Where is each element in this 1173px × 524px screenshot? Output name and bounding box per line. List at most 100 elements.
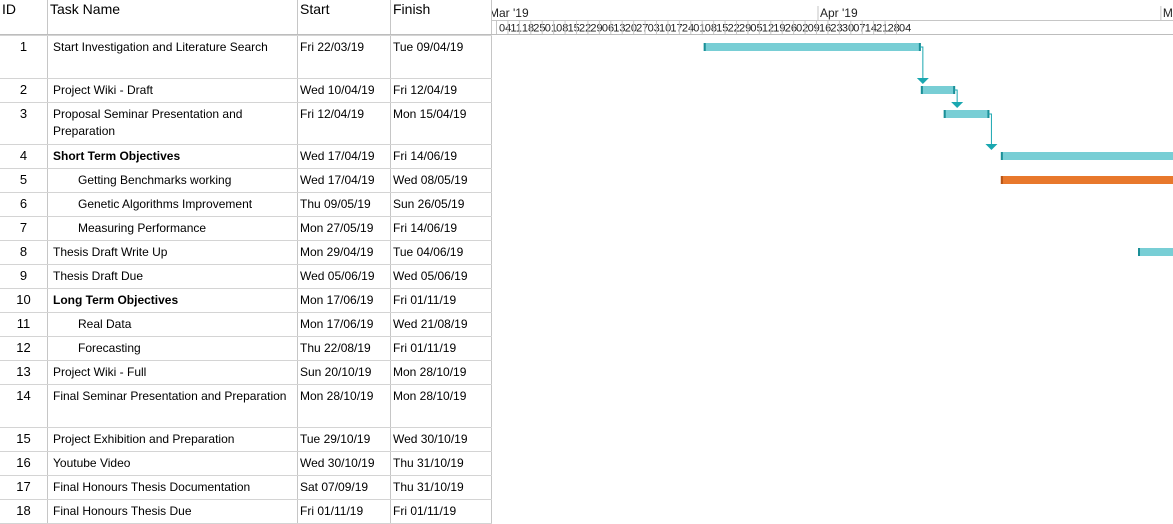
task-bar-start-cap bbox=[1000, 152, 1003, 160]
week-tick-label: 01 bbox=[693, 23, 705, 35]
column-divider bbox=[390, 0, 391, 523]
task-name-cell[interactable]: Project Wiki - Full bbox=[53, 365, 147, 379]
finish-column-header[interactable]: Finish bbox=[393, 1, 431, 17]
week-tick-label: 23 bbox=[830, 23, 842, 35]
task-id-cell[interactable]: 1 bbox=[19, 39, 28, 54]
week-tick-label: 10 bbox=[659, 23, 671, 35]
task-name-cell[interactable]: Getting Benchmarks working bbox=[78, 173, 232, 187]
task-start-cell[interactable]: Mon 17/06/19 bbox=[300, 293, 374, 307]
task-name-cell[interactable]: Thesis Draft Write Up bbox=[53, 245, 168, 259]
task-finish-cell[interactable]: Thu 31/10/19 bbox=[393, 456, 464, 470]
task-finish-cell[interactable]: Tue 04/06/19 bbox=[393, 245, 464, 259]
task-name-cell[interactable]: Final Honours Thesis Documentation bbox=[53, 480, 251, 494]
task-finish-cell[interactable]: Sun 26/05/19 bbox=[393, 197, 465, 211]
task-id-cell[interactable]: 11 bbox=[16, 316, 31, 331]
row-divider bbox=[0, 312, 492, 313]
task-id-cell[interactable]: 6 bbox=[19, 196, 28, 211]
task-finish-cell[interactable]: Wed 05/06/19 bbox=[393, 269, 468, 283]
task-finish-cell[interactable]: Wed 30/10/19 bbox=[393, 432, 468, 446]
task-name-cell[interactable]: Final Seminar Presentation and Preparati… bbox=[53, 389, 287, 403]
row-divider bbox=[0, 499, 492, 500]
task-name-cell[interactable]: Thesis Draft Due bbox=[53, 269, 144, 283]
week-tick-label: 14 bbox=[865, 23, 877, 35]
task-start-cell[interactable]: Sat 07/09/19 bbox=[300, 480, 369, 494]
task-name-cell[interactable]: Real Data bbox=[78, 317, 132, 331]
task-id-cell[interactable]: 14 bbox=[16, 388, 31, 403]
task-start-cell[interactable]: Wed 10/04/19 bbox=[300, 83, 375, 97]
task-name-cell[interactable]: Long Term Objectives bbox=[53, 293, 179, 307]
week-tick-label: 25 bbox=[533, 23, 545, 35]
task-id-cell[interactable]: 7 bbox=[19, 220, 28, 235]
task-name-cell[interactable]: Start Investigation and Literature Searc… bbox=[53, 40, 268, 54]
task-id-cell[interactable]: 13 bbox=[16, 364, 31, 379]
task-finish-cell[interactable]: Mon 15/04/19 bbox=[393, 107, 467, 121]
task-finish-cell[interactable]: Thu 31/10/19 bbox=[393, 480, 464, 494]
task-start-cell[interactable]: Mon 17/06/19 bbox=[300, 317, 374, 331]
dependency-arrowhead bbox=[985, 144, 998, 150]
task-name-cell[interactable]: Forecasting bbox=[78, 341, 141, 355]
task-start-cell[interactable]: Wed 17/04/19 bbox=[300, 173, 375, 187]
row-divider bbox=[0, 144, 492, 145]
task-start-cell[interactable]: Wed 30/10/19 bbox=[300, 456, 375, 470]
week-tick-label: 30 bbox=[842, 23, 854, 35]
month-label: May '19 bbox=[1163, 6, 1173, 20]
task-id-cell[interactable]: 8 bbox=[19, 244, 28, 259]
task-start-cell[interactable]: Mon 27/05/19 bbox=[300, 221, 374, 235]
task-name-cell[interactable]: Project Exhibition and Preparation bbox=[53, 432, 235, 446]
task-name-cell[interactable]: Final Honours Thesis Due bbox=[53, 504, 192, 518]
task-start-cell[interactable]: Fri 12/04/19 bbox=[300, 107, 365, 121]
id-column-header[interactable]: ID bbox=[2, 1, 16, 17]
task-name-cell[interactable]: Project Wiki - Draft bbox=[53, 83, 154, 97]
task-finish-cell[interactable]: Fri 01/11/19 bbox=[393, 293, 457, 307]
task-name-cell[interactable]: Youtube Video bbox=[53, 456, 131, 470]
task-start-cell[interactable]: Mon 29/04/19 bbox=[300, 245, 374, 259]
task-name-cell[interactable]: Genetic Algorithms Improvement bbox=[78, 197, 253, 211]
task-finish-cell[interactable]: Mon 28/10/19 bbox=[393, 365, 467, 379]
task-id-cell[interactable]: 3 bbox=[19, 106, 28, 121]
task-start-cell[interactable]: Tue 29/10/19 bbox=[300, 432, 371, 446]
task-finish-cell[interactable]: Fri 01/11/19 bbox=[393, 504, 457, 518]
task-id-cell[interactable]: 12 bbox=[16, 340, 31, 355]
task-id-cell[interactable]: 17 bbox=[16, 479, 31, 494]
task-id-cell[interactable]: 16 bbox=[16, 455, 31, 470]
task-id-cell[interactable]: 18 bbox=[16, 503, 31, 518]
task-name-cell[interactable]: Proposal Seminar Presentation and Prepar… bbox=[53, 107, 243, 138]
task-id-cell[interactable]: 5 bbox=[19, 172, 28, 187]
task-finish-cell[interactable]: Fri 14/06/19 bbox=[393, 221, 458, 235]
task-name-cell[interactable]: Measuring Performance bbox=[78, 221, 207, 235]
week-tick-label: 05 bbox=[750, 23, 762, 35]
week-tick-label: 02 bbox=[796, 23, 808, 35]
task-start-cell[interactable]: Mon 28/10/19 bbox=[300, 389, 374, 403]
task-id-cell[interactable]: 2 bbox=[19, 82, 28, 97]
task-name-column-header[interactable]: Task Name bbox=[50, 1, 121, 17]
task-start-cell[interactable]: Sun 20/10/19 bbox=[300, 365, 372, 379]
week-tick-label: 13 bbox=[613, 23, 625, 35]
task-finish-cell[interactable]: Fri 01/11/19 bbox=[393, 341, 457, 355]
task-start-cell[interactable]: Fri 22/03/19 bbox=[300, 40, 365, 54]
task-finish-cell[interactable]: Fri 14/06/19 bbox=[393, 149, 458, 163]
start-column-header[interactable]: Start bbox=[300, 1, 330, 17]
task-finish-cell[interactable]: Tue 09/04/19 bbox=[393, 40, 464, 54]
task-id-cell[interactable]: 9 bbox=[19, 268, 28, 283]
task-start-cell[interactable]: Wed 05/06/19 bbox=[300, 269, 375, 283]
row-divider bbox=[0, 192, 492, 193]
task-id-cell[interactable]: 10 bbox=[16, 292, 31, 307]
task-finish-cell[interactable]: Wed 21/08/19 bbox=[393, 317, 468, 331]
task-finish-cell[interactable]: Fri 12/04/19 bbox=[393, 83, 458, 97]
task-start-cell[interactable]: Fri 01/11/19 bbox=[300, 504, 364, 518]
week-tick-label: 03 bbox=[648, 23, 660, 35]
week-tick-label: 21 bbox=[876, 23, 888, 35]
task-id-cell[interactable]: 4 bbox=[19, 148, 28, 163]
row-divider bbox=[0, 264, 492, 265]
task-bar-start-cap bbox=[1000, 176, 1003, 184]
task-bar-start-cap bbox=[920, 86, 923, 94]
task-name-cell[interactable]: Short Term Objectives bbox=[53, 149, 181, 163]
task-finish-cell[interactable]: Mon 28/10/19 bbox=[393, 389, 467, 403]
task-finish-cell[interactable]: Wed 08/05/19 bbox=[393, 173, 468, 187]
task-id-cell[interactable]: 15 bbox=[16, 431, 31, 446]
task-start-cell[interactable]: Wed 17/04/19 bbox=[300, 149, 375, 163]
task-start-cell[interactable]: Thu 22/08/19 bbox=[300, 341, 371, 355]
task-start-cell[interactable]: Thu 09/05/19 bbox=[300, 197, 371, 211]
week-tick-label: 15 bbox=[568, 23, 580, 35]
